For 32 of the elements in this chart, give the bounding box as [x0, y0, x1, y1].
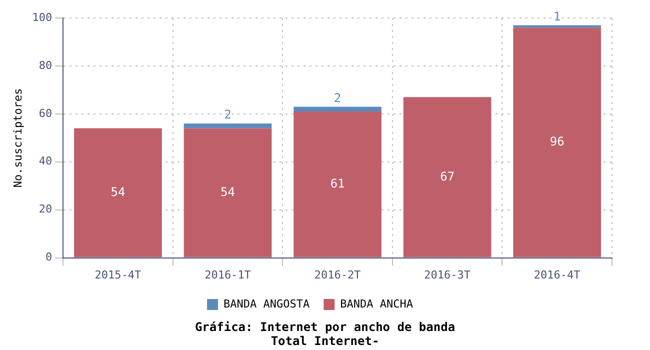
x-tick-label: 2016-3T [424, 268, 471, 282]
y-tick-label: 100 [32, 10, 52, 24]
data-label: 54 [110, 184, 126, 199]
y-tick-label: 20 [38, 202, 52, 216]
y-tick-label: 80 [38, 58, 52, 72]
x-tick-label: 2016-2T [314, 268, 362, 282]
data-label: 61 [330, 176, 345, 191]
data-label: 2 [334, 90, 342, 105]
bar [513, 25, 602, 28]
bar [294, 112, 382, 258]
bar [184, 124, 272, 128]
y-axis-title: No.suscriptores [11, 88, 24, 188]
y-tick-label: 40 [38, 154, 52, 168]
text: Total Internet- [270, 334, 380, 348]
data-label: 96 [550, 134, 564, 149]
legend-label: BANDA ANGOSTA [224, 297, 310, 310]
bar [294, 106, 382, 112]
data-label: 67 [440, 169, 455, 184]
y-tick-label: 0 [45, 250, 52, 264]
bar [513, 28, 602, 258]
data-label: 54 [220, 184, 235, 199]
data-label: 1 [553, 9, 561, 24]
legend-label: BANDA ANCHA [340, 297, 414, 310]
text: Gráfica: Internet por ancho de banda [194, 320, 456, 334]
x-tick-label: 2015-4T [94, 268, 142, 282]
bar [403, 97, 492, 258]
y-tick-label: 60 [38, 106, 52, 120]
bar [184, 128, 272, 258]
x-tick-label: 2016-1T [204, 268, 252, 282]
data-label: 2 [224, 108, 232, 122]
bar [74, 128, 162, 258]
x-tick-label: 2016-4T [534, 268, 581, 282]
